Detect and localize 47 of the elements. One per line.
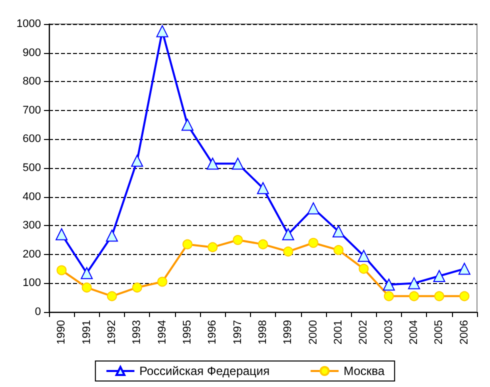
y-tick-label: 200 xyxy=(22,248,41,260)
x-tick-label: 1991 xyxy=(80,320,93,344)
legend-label: Российская Федерация xyxy=(139,364,270,378)
x-tick-label: 1998 xyxy=(257,320,269,344)
y-tick-label: 900 xyxy=(22,46,41,59)
x-tick-label: 2005 xyxy=(433,320,446,344)
x-tick-label: 2003 xyxy=(382,320,395,344)
point xyxy=(206,158,219,170)
y-tick-label: 800 xyxy=(22,76,41,88)
x-tick-label: 1997 xyxy=(232,320,244,344)
x-tick-label: 1993 xyxy=(131,320,144,344)
y-tick-label: 700 xyxy=(22,104,41,116)
point xyxy=(332,225,345,238)
x-tick-label: 2004 xyxy=(408,320,420,344)
point xyxy=(80,267,93,280)
x-tick-label: 1999 xyxy=(282,320,294,344)
point xyxy=(181,118,194,131)
x-tick-label: 2000 xyxy=(307,320,320,344)
x-tick-label: 2001 xyxy=(332,320,345,344)
point xyxy=(257,182,269,194)
point xyxy=(307,202,320,214)
point xyxy=(408,277,420,290)
point xyxy=(106,230,118,242)
y-tick-label: 600 xyxy=(22,133,41,146)
x-tick-label: 1995 xyxy=(181,320,194,344)
point xyxy=(131,154,144,167)
y-tick-label: 1000 xyxy=(16,18,41,30)
y-tick-label: 300 xyxy=(22,220,41,232)
point xyxy=(156,25,168,38)
legend-label: Москва xyxy=(344,364,385,378)
y-tick-label: 100 xyxy=(22,277,41,290)
y-tick-label: 500 xyxy=(22,162,41,174)
point xyxy=(458,262,470,275)
point xyxy=(433,270,446,282)
point xyxy=(232,158,244,170)
x-tick-label: 2002 xyxy=(358,320,370,344)
point xyxy=(382,278,395,291)
x-tick-label: 1994 xyxy=(156,320,168,344)
y-tick-label: 0 xyxy=(34,306,41,318)
point xyxy=(56,228,68,240)
x-tick-label: 2006 xyxy=(458,320,470,344)
point xyxy=(282,228,294,240)
point xyxy=(358,250,370,262)
x-tick-label: 1992 xyxy=(106,320,118,344)
y-tick-label: 400 xyxy=(22,190,41,203)
x-tick-label: 1996 xyxy=(206,320,219,344)
x-tick-label: 1990 xyxy=(56,320,68,344)
